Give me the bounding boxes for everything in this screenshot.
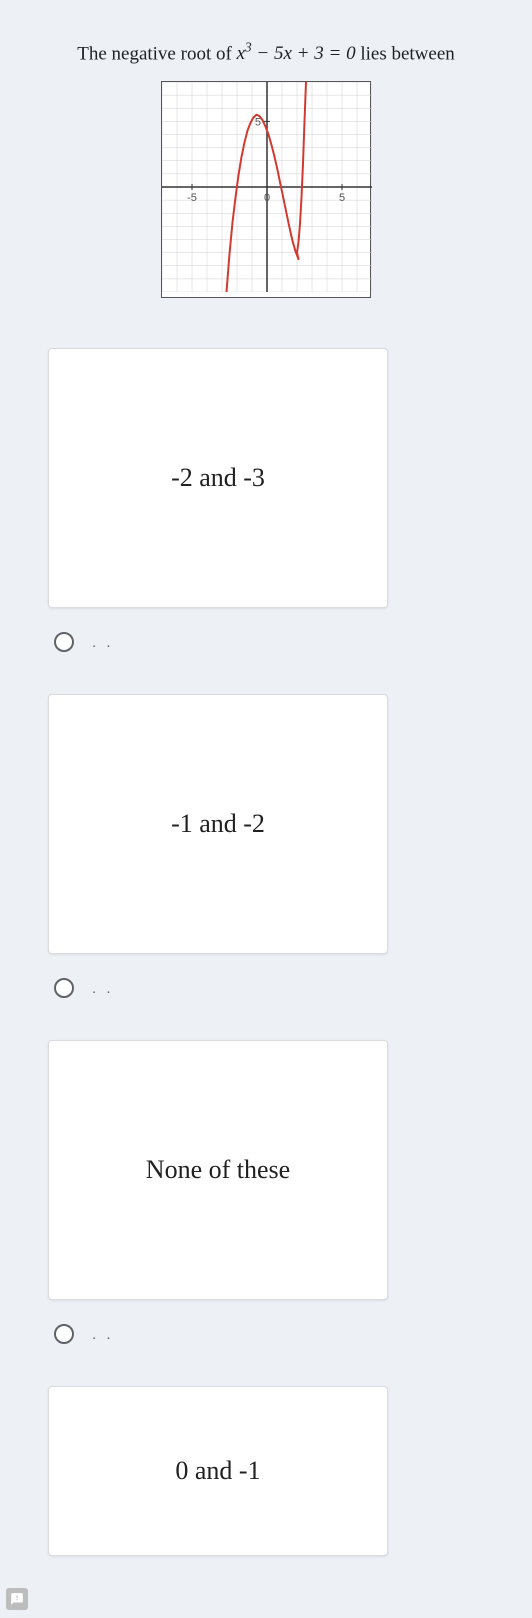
- answer-radio[interactable]: [54, 1324, 74, 1344]
- answer-option-card[interactable]: None of these: [48, 1040, 388, 1300]
- answer-radio[interactable]: [54, 632, 74, 652]
- feedback-button[interactable]: [6, 1588, 28, 1610]
- answer-radio-label: . .: [92, 1326, 114, 1343]
- question-suffix: lies between: [360, 43, 454, 64]
- answer-radio-row: . .: [54, 1322, 502, 1346]
- svg-text:5: 5: [339, 192, 345, 204]
- svg-text:5: 5: [255, 117, 261, 129]
- answer-radio[interactable]: [54, 978, 74, 998]
- answer-option-card[interactable]: -1 and -2: [48, 694, 388, 954]
- question-text: The negative root of x3 − 5x + 3 = 0 lie…: [30, 40, 502, 65]
- question-page: The negative root of x3 − 5x + 3 = 0 lie…: [0, 0, 532, 1618]
- cubic-graph: -5 0 5 5: [161, 81, 371, 298]
- answer-option-text: None of these: [146, 1155, 290, 1185]
- answer-option-card[interactable]: -2 and -3: [48, 348, 388, 608]
- answer-radio-row: . .: [54, 976, 502, 1000]
- graph-svg: -5 0 5 5: [162, 82, 372, 292]
- question-prefix: The negative root of: [77, 43, 236, 64]
- answer-option-text: -1 and -2: [171, 809, 265, 839]
- answer-radio-row: . .: [54, 630, 502, 654]
- answer-radio-label: . .: [92, 980, 114, 997]
- svg-text:-5: -5: [187, 192, 197, 204]
- answer-radio-label: . .: [92, 634, 114, 651]
- answer-option-card[interactable]: 0 and -1: [48, 1386, 388, 1556]
- answer-option-text: 0 and -1: [175, 1456, 260, 1486]
- svg-text:0: 0: [264, 192, 270, 204]
- answer-option-text: -2 and -3: [171, 463, 265, 493]
- feedback-icon: [10, 1592, 24, 1606]
- question-equation: x3 − 5x + 3 = 0: [237, 43, 361, 64]
